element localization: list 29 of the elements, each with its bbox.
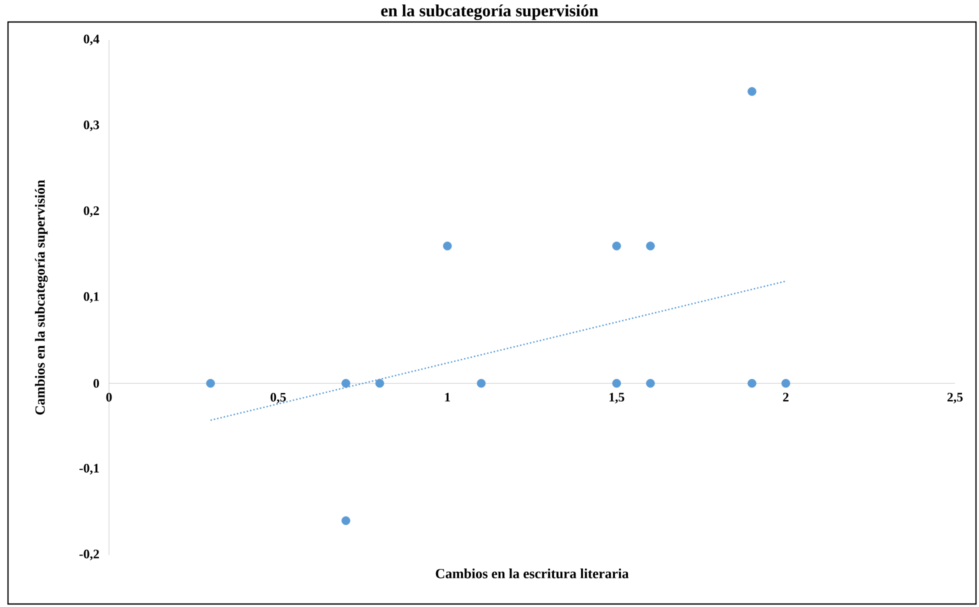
point — [781, 378, 790, 388]
x-tick-label: 2,5 — [947, 392, 963, 404]
point — [612, 242, 621, 250]
y-tick-label: 0,1 — [84, 292, 99, 303]
y-axis-title: Cambios en la subcategoría supervisión — [34, 180, 48, 415]
point — [476, 378, 486, 388]
y-tick-label: 0 — [94, 378, 99, 388]
chart-title: en la subcategoría supervisión — [381, 4, 598, 20]
y-tick-label: 0,4 — [84, 34, 100, 46]
point — [748, 378, 756, 388]
x-tick-label: 1,5 — [610, 392, 624, 404]
point — [646, 378, 655, 388]
x-tick-label: 1 — [445, 392, 450, 402]
point — [342, 516, 350, 526]
x-axis-title: Cambios en la escritura literaria — [436, 568, 629, 578]
x-tick-label: 2 — [783, 392, 788, 402]
point — [375, 378, 384, 388]
point — [206, 378, 215, 388]
point — [646, 242, 655, 250]
x-tick-label: 0 — [106, 392, 112, 402]
point — [612, 378, 621, 388]
y-tick-label: 0,2 — [84, 206, 99, 217]
point — [748, 87, 756, 96]
y-tick-label: 0,3 — [84, 120, 100, 132]
point — [443, 242, 452, 250]
y-tick-label: -0,2 — [79, 550, 99, 560]
y-tick-label: -0,1 — [79, 464, 99, 474]
point — [342, 378, 350, 388]
x-tick-label: 0,5 — [270, 392, 286, 404]
